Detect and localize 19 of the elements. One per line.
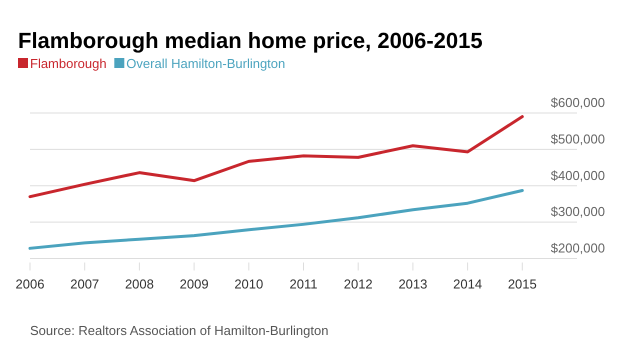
x-tick-label: 2011 bbox=[290, 276, 318, 292]
x-tick-label: 2014 bbox=[453, 276, 482, 292]
chart-title: Flamborough median home price, 2006-2015 bbox=[18, 28, 483, 53]
x-tick-label: 2010 bbox=[234, 276, 264, 292]
x-tick-label: 2009 bbox=[180, 276, 209, 292]
x-tick-label: 2008 bbox=[124, 276, 154, 292]
y-tick-label: $500,000 bbox=[550, 131, 605, 146]
x-tick-label: 2012 bbox=[344, 276, 373, 292]
x-tick-label: 2015 bbox=[508, 276, 537, 292]
x-tick-label: 2007 bbox=[70, 276, 100, 292]
x-tick-label: 2013 bbox=[398, 276, 428, 292]
y-tick-label: $600,000 bbox=[550, 95, 605, 110]
x-tick-label: 2006 bbox=[16, 276, 44, 292]
y-tick-label: $300,000 bbox=[550, 204, 605, 220]
y-tick-label: $400,000 bbox=[550, 168, 605, 183]
y-tick-label: $200,000 bbox=[550, 240, 605, 256]
source-note: Source: Realtors Association of Hamilton-Burlington bbox=[30, 323, 328, 338]
legend-label: Overall Hamilton-Burlington bbox=[126, 56, 286, 71]
legend-label: Flamborough bbox=[30, 56, 107, 71]
